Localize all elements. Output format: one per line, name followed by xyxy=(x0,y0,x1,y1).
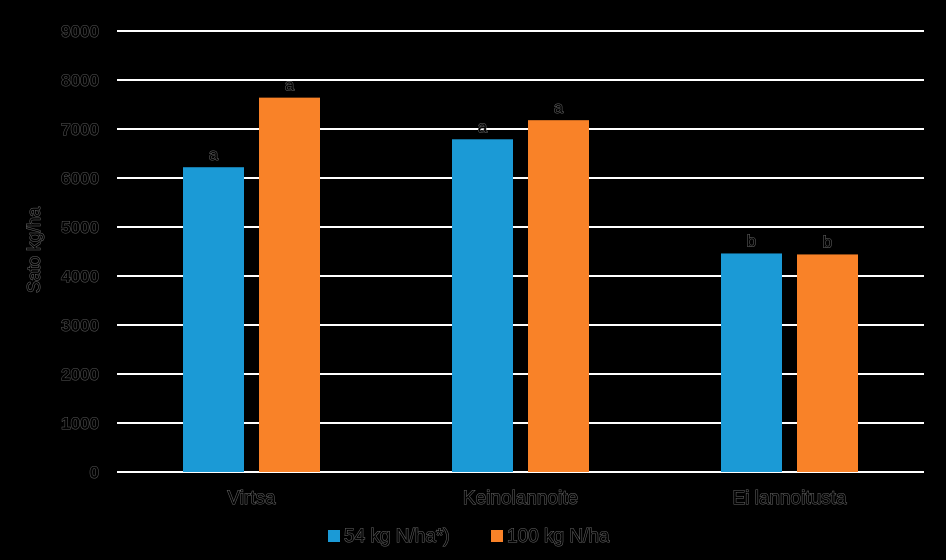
y-tick-label: 0 xyxy=(90,463,99,482)
data-label: a xyxy=(478,117,488,136)
data-label: b xyxy=(747,231,756,250)
y-tick-label: 4000 xyxy=(61,267,99,286)
data-label: a xyxy=(554,98,564,117)
legend-label: 100 kg N/ha xyxy=(507,526,610,547)
y-tick-label: 5000 xyxy=(61,218,99,237)
x-category-label: Ei lannoitusta xyxy=(732,488,847,509)
y-tick-label: 1000 xyxy=(61,414,99,433)
bar xyxy=(797,254,858,472)
legend: 54 kg N/ha*) 100 kg N/ha xyxy=(328,526,610,548)
y-tick-label: 7000 xyxy=(61,120,99,139)
bars xyxy=(183,97,858,473)
legend-label: 54 kg N/ha*) xyxy=(344,526,450,547)
data-label: a xyxy=(285,76,295,95)
y-tick-label: 3000 xyxy=(61,316,99,335)
data-label: a xyxy=(209,145,219,164)
x-category-label: Keinolannoite xyxy=(463,488,578,509)
y-axis-ticks: 0 1000 2000 3000 4000 5000 6000 7000 8000 9000 xyxy=(61,22,100,483)
data-labels: a a a a b b xyxy=(208,75,832,252)
y-tick-label: 6000 xyxy=(61,169,99,188)
y-axis-title: Sato kg/ha xyxy=(24,206,44,293)
data-label: b xyxy=(823,232,832,251)
bar xyxy=(528,120,589,473)
y-tick-label: 8000 xyxy=(61,71,99,90)
y-tick-label: 2000 xyxy=(61,365,99,384)
bar xyxy=(721,253,782,472)
legend-swatch xyxy=(328,530,340,542)
category-labels: Virtsa Keinolannoite Ei lannoitusta xyxy=(227,488,848,510)
bar xyxy=(183,167,244,472)
gridlines xyxy=(117,30,924,473)
bar xyxy=(259,97,320,472)
y-tick-label: 9000 xyxy=(61,22,99,41)
bar xyxy=(452,139,513,473)
legend-swatch xyxy=(491,530,503,542)
x-category-label: Virtsa xyxy=(227,488,276,509)
